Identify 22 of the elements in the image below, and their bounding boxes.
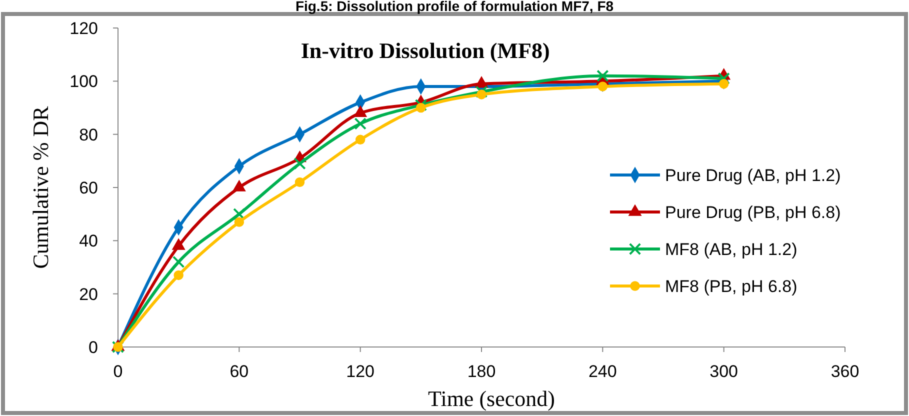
legend-label: Pure Drug (PB, pH 6.8) [665, 202, 841, 222]
x-tick-label: 180 [467, 362, 496, 381]
y-tick-label: 80 [79, 125, 98, 144]
x-tick-label: 60 [230, 362, 249, 381]
y-tick-label: 120 [70, 18, 98, 38]
x-tick-label: 120 [346, 362, 375, 381]
x-tick-label: 300 [710, 362, 738, 381]
y-tick-label: 100 [70, 72, 98, 92]
legend-label: MF8 (AB, pH 1.2) [665, 240, 798, 259]
caption: Fig.5: Dissolution profile of formulation MF7, F8 [295, 0, 614, 14]
legend-label: Pure Drug (AB, pH 1.2) [665, 166, 841, 185]
y-tick-label: 40 [79, 232, 98, 251]
text: In-vitro Dissolution (MF8) [300, 38, 550, 63]
y-tick-label: 60 [79, 178, 98, 198]
x-tick-label: 240 [588, 362, 617, 381]
y-tick-label: 20 [79, 284, 98, 304]
legend-label: MF8 (PB, pH 6.8) [665, 276, 798, 296]
y-axis-title: Cumulative % DR [28, 106, 53, 269]
x-tick-label: 360 [830, 362, 860, 381]
y-tick-label: 0 [88, 338, 98, 357]
x-axis-title: Time (second) [428, 386, 555, 411]
x-tick-label: 0 [113, 362, 123, 381]
